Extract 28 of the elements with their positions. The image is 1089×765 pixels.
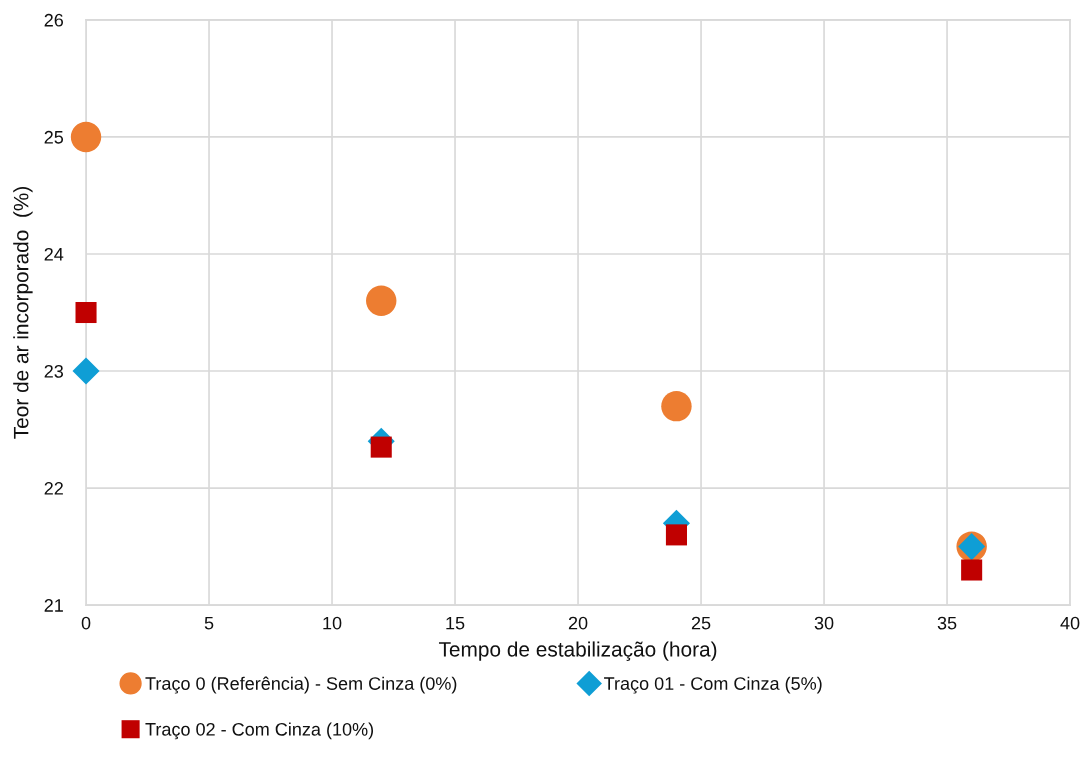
point [72, 357, 100, 385]
point [961, 559, 983, 581]
point [665, 524, 687, 546]
x-tick-label: 10 [323, 616, 342, 630]
y-tick-label: 25 [44, 130, 64, 144]
x-tick-label: 0 [81, 616, 91, 630]
point [75, 301, 97, 324]
x-tick-label: 40 [1060, 616, 1080, 630]
x-tick-label: 35 [937, 616, 957, 630]
y-axis-title: Teor de ar incorporado (%) [13, 186, 33, 439]
x-tick-label: 25 [691, 616, 711, 630]
legend-label: Traço 0 (Referência) - Sem Cinza (0%) [145, 676, 457, 694]
point [370, 436, 392, 458]
legend-label: Traço 02 - Com Cinza (10%) [145, 722, 374, 740]
y-tick-label: 23 [44, 364, 64, 378]
point [661, 390, 692, 422]
x-tick-label: 5 [204, 616, 214, 630]
x-tick-label: 15 [446, 616, 465, 630]
y-tick-label: 24 [44, 247, 64, 261]
y-tick-label: 21 [44, 599, 63, 612]
point [366, 285, 397, 317]
x-axis-title: Tempo de estabilização (hora) [438, 641, 717, 661]
x-tick-label: 30 [814, 616, 834, 630]
point [70, 121, 102, 153]
y-tick-label: 26 [44, 13, 64, 27]
y-tick-label: 22 [44, 482, 63, 495]
legend-label: Traço 01 - Com Cinza (5%) [604, 676, 822, 694]
x-tick-label: 20 [568, 616, 588, 630]
